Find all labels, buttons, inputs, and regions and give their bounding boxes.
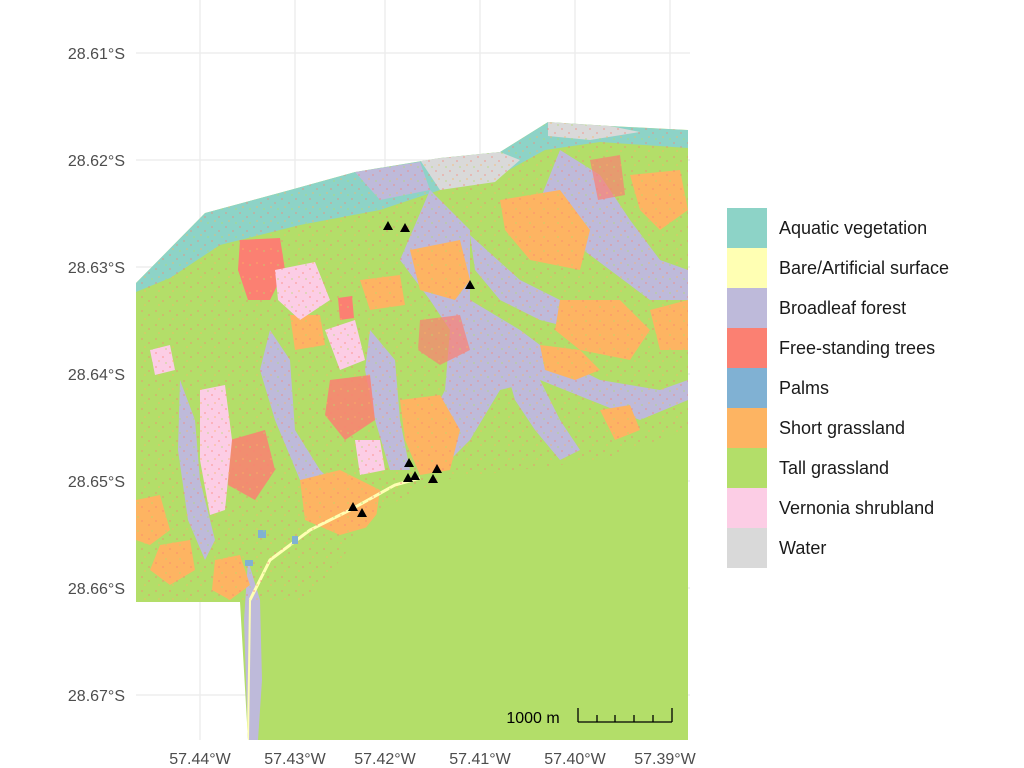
legend-label: Tall grassland [779,457,890,478]
scale-bar: 1000 m [506,708,673,727]
legend-label: Broadleaf forest [779,297,907,318]
legend-swatch [727,448,767,488]
legend-item-free-standing-trees: Free-standing trees [727,328,949,368]
site-marker-triangle-icon [348,502,358,511]
site-marker-triangle-icon [432,464,442,473]
lat-tick-label: 28.63°S [68,260,125,277]
legend-swatch [727,408,767,448]
legend-item-tall-grassland: Tall grassland [727,448,949,488]
site-marker-triangle-icon [400,223,410,232]
legend-item-aquatic-vegetation: Aquatic vegetation [727,208,949,248]
lat-tick-label: 28.61°S [68,46,125,63]
legend-swatch [727,368,767,408]
lon-tick-label: 57.41°W [449,751,511,768]
legend-label: Vernonia shrubland [779,497,935,518]
lon-tick-label: 57.43°W [264,751,326,768]
legend-item-water: Water [727,528,949,568]
legend-label: Aquatic vegetation [779,217,928,238]
site-marker-triangle-icon [383,221,393,230]
legend-swatch [727,328,767,368]
lon-tick-label: 57.42°W [354,751,416,768]
land-cover-raster [136,122,688,740]
legend-swatch [727,288,767,328]
legend-item-vernonia-shrubland: Vernonia shrubland [727,488,949,528]
site-marker-triangle-icon [410,471,420,480]
site-marker-triangle-icon [357,508,367,517]
site-marker-triangle-icon [404,458,414,467]
site-marker-triangle-icon [428,474,438,483]
legend-item-short-grassland: Short grassland [727,408,949,448]
lon-tick-label: 57.44°W [169,751,231,768]
map-legend: Aquatic vegetation Bare/Artificial surfa… [727,208,949,568]
legend-label: Bare/Artificial surface [779,257,950,278]
lat-tick-label: 28.66°S [68,581,125,598]
legend-item-bare-artificial-surface: Bare/Artificial surface [727,248,949,288]
legend-label: Free-standing trees [779,337,936,358]
site-marker-triangle-icon [465,280,475,289]
legend-swatch [727,248,767,288]
legend-swatch [727,208,767,248]
lat-tick-label: 28.64°S [68,367,125,384]
lat-tick-label: 28.67°S [68,688,125,705]
legend-swatch [727,528,767,568]
legend-item-palms: Palms [727,368,949,408]
longitude-ticks: 57.44°W 57.43°W 57.42°W 57.41°W 57.40°W … [169,751,696,768]
lon-tick-label: 57.40°W [544,751,606,768]
legend-label: Water [779,537,827,558]
scale-bar-label: 1000 m [506,710,559,727]
legend-label: Short grassland [779,417,906,438]
legend-item-broadleaf-forest: Broadleaf forest [727,288,949,328]
lon-tick-label: 57.39°W [634,751,696,768]
latitude-ticks: 28.61°S 28.62°S 28.63°S 28.64°S 28.65°S … [68,46,125,705]
legend-swatch [727,488,767,528]
site-markers [348,221,475,517]
lat-tick-label: 28.62°S [68,153,125,170]
lat-tick-label: 28.65°S [68,474,125,491]
legend-label: Palms [779,377,830,398]
